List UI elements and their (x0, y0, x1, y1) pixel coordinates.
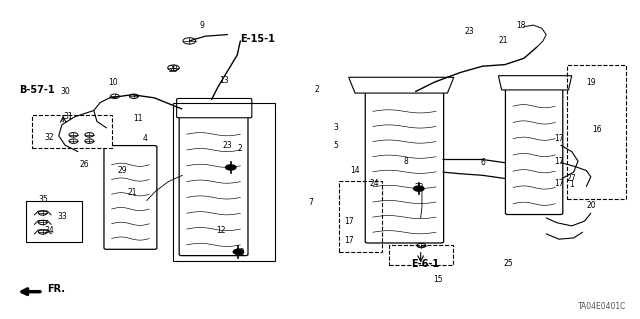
Text: 9: 9 (200, 21, 205, 30)
Text: 19: 19 (586, 78, 596, 86)
Text: 1: 1 (570, 180, 574, 189)
Text: 29: 29 (118, 166, 127, 175)
Text: 3: 3 (333, 123, 339, 132)
Text: 23: 23 (223, 141, 232, 150)
Text: 2: 2 (238, 144, 243, 153)
Text: 8: 8 (404, 157, 408, 166)
Text: 17: 17 (344, 236, 353, 245)
FancyBboxPatch shape (177, 99, 252, 118)
Text: 5: 5 (333, 141, 339, 150)
FancyBboxPatch shape (179, 114, 248, 256)
Text: 30: 30 (60, 87, 70, 96)
Text: 13: 13 (220, 76, 229, 85)
Circle shape (233, 249, 244, 254)
Text: 17: 17 (554, 157, 564, 166)
Text: 11: 11 (134, 114, 143, 123)
Text: 31: 31 (63, 112, 73, 121)
Text: E-15-1: E-15-1 (241, 34, 275, 44)
Text: 21: 21 (127, 188, 137, 197)
Text: 17: 17 (554, 134, 564, 144)
Text: 12: 12 (216, 226, 226, 235)
Text: 14: 14 (350, 166, 360, 175)
Text: 27: 27 (567, 174, 577, 183)
Text: 7: 7 (308, 198, 313, 207)
Text: 17: 17 (344, 217, 353, 226)
Text: E-6-1: E-6-1 (411, 259, 439, 269)
Bar (173, 103, 275, 261)
Text: 21: 21 (499, 36, 508, 45)
Text: 2: 2 (314, 85, 319, 94)
Text: B-57-1: B-57-1 (19, 85, 55, 95)
Text: 10: 10 (108, 78, 118, 86)
Text: 23: 23 (465, 27, 474, 36)
Circle shape (226, 165, 236, 170)
FancyBboxPatch shape (104, 145, 157, 249)
Text: 32: 32 (44, 133, 54, 142)
Bar (389, 245, 452, 265)
FancyBboxPatch shape (365, 92, 444, 243)
Polygon shape (349, 77, 454, 93)
Text: 33: 33 (57, 212, 67, 221)
Circle shape (413, 186, 424, 191)
Text: 17: 17 (554, 179, 564, 188)
Text: 24: 24 (369, 179, 379, 188)
Text: 22: 22 (414, 183, 424, 192)
Text: 20: 20 (586, 201, 596, 210)
Bar (26, 201, 82, 242)
Text: 16: 16 (593, 125, 602, 134)
Text: 18: 18 (516, 21, 525, 30)
Text: TA04E0401C: TA04E0401C (577, 302, 626, 311)
Text: 28: 28 (169, 65, 178, 74)
FancyBboxPatch shape (506, 85, 563, 214)
Text: 6: 6 (480, 158, 485, 167)
Text: 26: 26 (79, 160, 89, 169)
Text: 4: 4 (142, 134, 147, 144)
Text: 15: 15 (433, 275, 443, 284)
Text: FR.: FR. (47, 284, 65, 294)
Text: 35: 35 (38, 195, 48, 204)
Bar (339, 181, 383, 252)
Polygon shape (499, 76, 572, 90)
Text: 25: 25 (503, 259, 513, 268)
Text: 22: 22 (236, 248, 245, 257)
Text: 34: 34 (44, 226, 54, 235)
Bar (32, 115, 111, 148)
Bar (567, 65, 626, 199)
